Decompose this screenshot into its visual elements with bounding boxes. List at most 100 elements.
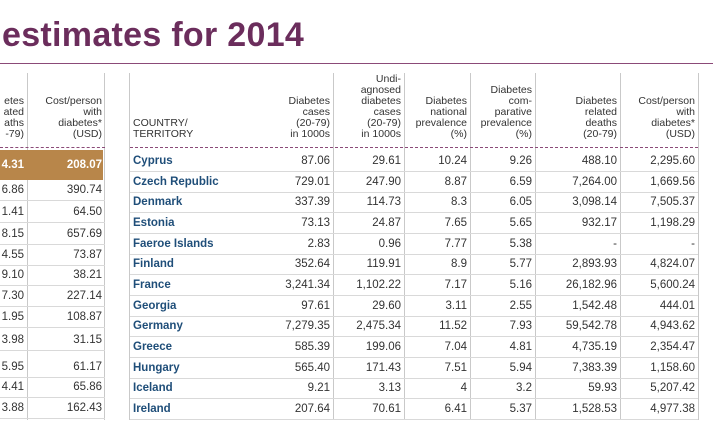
header-national-prevalence: Diabetes national prevalence (%) — [415, 95, 467, 140]
cell-cases: 2.83 — [307, 238, 330, 250]
left-table-header-cost: Cost/person with diabetes* (USD) — [45, 95, 102, 140]
cell-deaths: - — [613, 238, 617, 250]
cell-cases: 87.06 — [301, 155, 330, 167]
cell-undiagnosed: 247.90 — [365, 176, 401, 188]
cell-national: 7.04 — [444, 341, 467, 353]
cell-deaths: 2,893.93 — [572, 258, 617, 270]
table-row: Germany 7,279.35 2,475.34 11.52 7.93 59,542.7… — [130, 316, 698, 337]
cell-national: 10.24 — [438, 155, 467, 167]
cell-national: 7.51 — [444, 362, 467, 374]
table-column-divider — [535, 73, 536, 420]
table-row: Ireland 207.64 70.61 6.41 5.37 1,528.53 4,977.… — [130, 399, 698, 420]
cell-cost: 1,198.29 — [650, 217, 695, 229]
left-table-cell-cost: 38.21 — [73, 269, 102, 281]
table-row-divider — [130, 274, 698, 275]
cell-cost: 5,207.42 — [650, 382, 695, 394]
cell-undiagnosed: 199.06 — [365, 341, 401, 353]
left-table-row: 4.41 65.86 — [0, 377, 105, 397]
table-column-divider — [129, 73, 130, 420]
cell-comparative: 6.59 — [509, 176, 532, 188]
cell-cost: 4,943.62 — [650, 320, 695, 332]
left-table-cell-cost: 31.15 — [73, 334, 102, 346]
cell-national: 7.65 — [444, 217, 467, 229]
cell-cases: 729.01 — [294, 176, 330, 188]
highlighted-row-background — [0, 150, 103, 180]
left-table-cell-deaths: 9.10 — [1, 269, 24, 281]
table-column-divider — [620, 73, 621, 420]
cell-cases: 207.64 — [294, 403, 330, 415]
table-column-divider — [470, 73, 471, 420]
header-cost-per-person: Cost/person with diabetes* (USD) — [638, 95, 695, 140]
left-table-row-divider — [0, 418, 105, 419]
cell-comparative: 5.37 — [509, 403, 532, 415]
left-table-cell-cost: 657.69 — [66, 228, 102, 240]
left-table-row: 4.31 208.07 — [0, 155, 105, 175]
table-row-divider — [130, 378, 698, 379]
cell-national: 8.3 — [451, 196, 467, 208]
left-table-row-divider — [0, 285, 105, 286]
left-table-row-divider — [0, 327, 105, 328]
cell-cost: 4,824.07 — [650, 258, 695, 270]
table-column-divider — [698, 73, 699, 420]
cell-national: 8.87 — [444, 176, 467, 188]
country-name: Greece — [133, 341, 173, 353]
table-row: Faeroe Islands 2.83 0.96 7.77 5.38 - - — [130, 234, 698, 255]
left-table-row-divider — [0, 377, 105, 378]
country-name: Faeroe Islands — [133, 238, 214, 250]
left-table-cell-deaths: 5.95 — [1, 361, 24, 373]
country-name: Hungary — [133, 362, 180, 374]
left-table-row: 3.88 162.43 — [0, 398, 105, 418]
cell-undiagnosed: 29.60 — [372, 300, 401, 312]
cell-cost: 7,505.37 — [650, 196, 695, 208]
left-table-cell-deaths: 3.88 — [1, 402, 24, 414]
left-table-row-divider — [0, 306, 105, 307]
table-row-divider — [130, 336, 698, 337]
header-related-deaths: Diabetes related deaths (20-79) — [575, 95, 617, 140]
left-table-row: 7.30 227.14 — [0, 286, 105, 306]
cell-deaths: 7,383.39 — [572, 362, 617, 374]
cell-cases: 3,241.34 — [285, 279, 330, 291]
cell-national: 11.52 — [439, 320, 467, 332]
cell-national: 3.11 — [445, 300, 467, 312]
cell-comparative: 5.38 — [509, 238, 532, 250]
cell-national: 8.9 — [451, 258, 467, 270]
left-table-cell-cost: 227.14 — [66, 290, 102, 302]
table-row-divider — [130, 212, 698, 213]
left-table-row-divider — [0, 265, 105, 266]
cell-cost: 2,295.60 — [650, 155, 695, 167]
cell-comparative: 4.81 — [509, 341, 532, 353]
cell-undiagnosed: 70.61 — [372, 403, 401, 415]
left-table-row: 9.10 38.21 — [0, 265, 105, 285]
table-row-divider — [130, 357, 698, 358]
cell-undiagnosed: 29.61 — [372, 155, 401, 167]
left-table-cell-cost: 64.50 — [73, 206, 102, 218]
cell-comparative: 5.65 — [509, 217, 532, 229]
left-table-cell-cost: 208.07 — [66, 159, 102, 171]
table-row: Finland 352.64 119.91 8.9 5.77 2,893.93 4,824.… — [130, 254, 698, 275]
cell-national: 7.17 — [444, 279, 467, 291]
table-row: Czech Republic 729.01 247.90 8.87 6.59 7,264.… — [130, 172, 698, 193]
left-table-row-divider — [0, 222, 105, 223]
left-table-cell-cost: 162.43 — [66, 402, 102, 414]
table-row-divider — [130, 316, 698, 317]
country-name: France — [133, 279, 171, 291]
cell-cases: 352.64 — [294, 258, 330, 270]
cell-cases: 7,279.35 — [285, 320, 330, 332]
left-table-header-deaths: etes ated aths -79) — [3, 95, 24, 140]
header-undiagnosed-cases: Undi- agnosed diabetes cases (20-79) in … — [360, 73, 401, 140]
table-row: Cyprus 87.06 29.61 10.24 9.26 488.10 2,295.60 — [130, 151, 698, 172]
country-name: Finland — [133, 258, 174, 270]
table-column-divider — [404, 73, 405, 420]
table-row-divider — [130, 192, 698, 193]
table-row: France 3,241.34 1,102.22 7.17 5.16 26,182.96 5… — [130, 275, 698, 296]
cell-national: 4 — [460, 382, 467, 394]
cell-cost: 1,669.56 — [650, 176, 695, 188]
left-table-cell-deaths: 1.41 — [1, 206, 24, 218]
header-comparative-prevalence: Diabetes com- parative prevalence (%) — [480, 84, 532, 140]
left-table-row: 8.15 657.69 — [0, 224, 105, 244]
table-row-divider — [130, 171, 698, 172]
left-table-row: 1.41 64.50 — [0, 202, 105, 222]
country-name: Czech Republic — [133, 176, 219, 188]
left-table-cell-deaths: 3.98 — [1, 334, 24, 346]
cell-undiagnosed: 114.73 — [366, 196, 401, 208]
